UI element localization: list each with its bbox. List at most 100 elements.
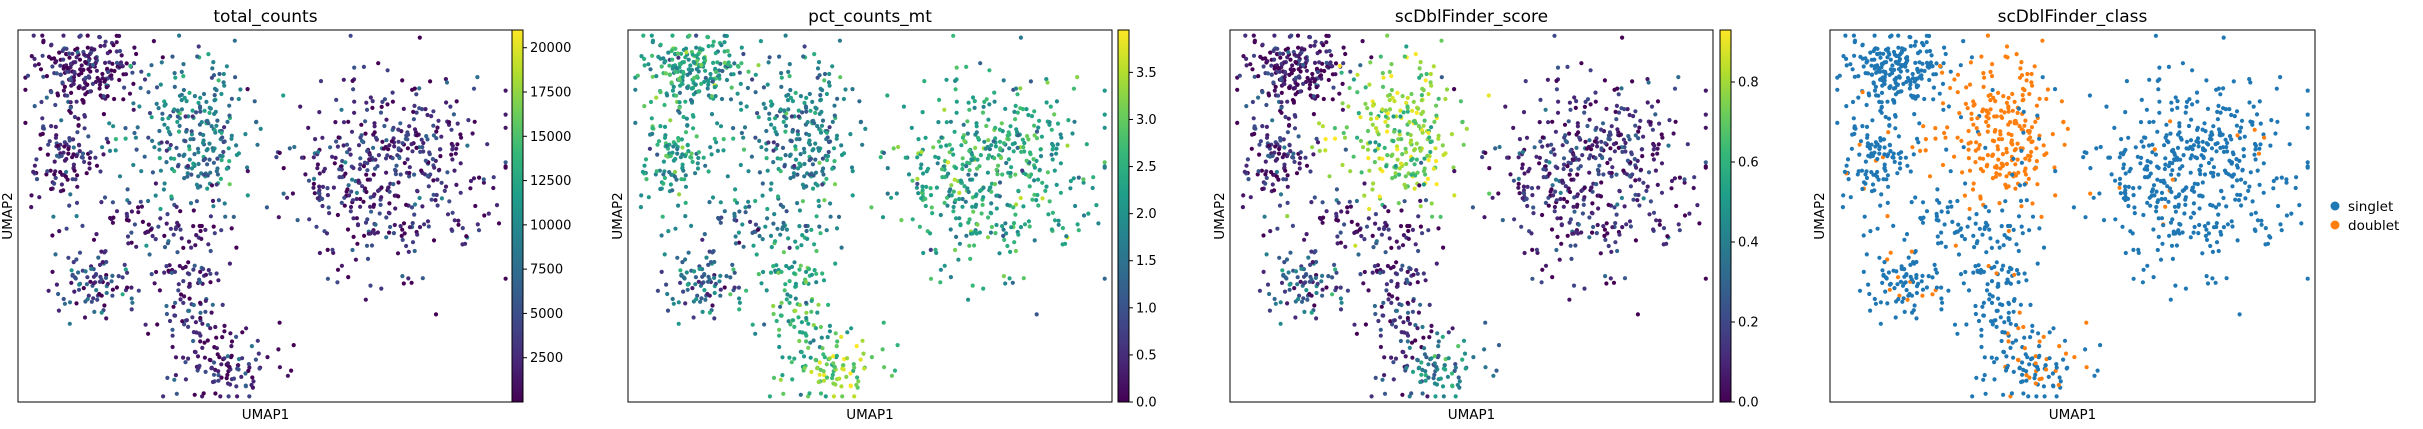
data-point [1307,291,1312,297]
data-point [1287,85,1292,91]
data-point [225,381,231,386]
data-point [849,326,854,331]
data-point [1996,90,2001,95]
data-point [54,71,59,76]
data-point [938,144,943,149]
data-point [130,300,135,305]
data-point [1060,226,1065,231]
data-point [1365,128,1371,134]
data-point [1378,54,1383,59]
data-point [1326,274,1331,279]
data-point [689,155,694,160]
data-point [189,166,195,171]
data-point [1860,186,1865,192]
data-point [934,185,940,190]
data-point [1076,175,1081,180]
data-point [2062,142,2067,147]
data-point [109,76,114,81]
data-point [146,331,151,336]
data-point [1016,188,1021,193]
data-point [685,85,690,91]
data-point [818,231,823,236]
data-point [452,168,457,173]
data-point [787,245,792,250]
data-point [700,237,705,242]
data-point [1329,53,1334,58]
data-point [732,214,737,219]
data-point [1567,131,1572,136]
data-point [1886,184,1891,189]
data-point [177,153,182,158]
data-point [1295,282,1300,287]
data-point [1654,218,1659,223]
data-point [1646,80,1651,85]
data-point [393,172,398,177]
data-point [123,267,128,272]
data-point [793,308,798,313]
data-point [1590,201,1595,206]
data-point [778,156,783,161]
data-point [1312,195,1317,200]
data-point [2061,119,2066,124]
data-point [352,99,357,104]
data-point [772,212,777,217]
data-point [813,357,818,362]
data-point [1338,240,1343,245]
data-point [975,135,981,140]
data-point [802,365,807,370]
data-point [737,70,742,75]
data-point [1873,84,1878,89]
colorbar-tick-label: 7500 [530,263,563,278]
data-point [1430,214,1435,219]
data-point [1534,154,1539,159]
data-point [1431,376,1436,381]
data-point [447,199,452,204]
data-point [936,155,941,160]
data-point [503,125,508,130]
data-point [179,69,184,74]
data-point [1573,105,1578,110]
data-point [419,107,425,112]
data-point [1527,166,1532,171]
data-point [1440,143,1445,148]
data-point [1910,145,1915,150]
data-point [1517,191,1522,196]
data-point [341,77,346,82]
data-point [61,57,66,62]
data-point [1547,160,1552,165]
data-point [1354,331,1359,336]
data-point [214,271,219,276]
data-point [818,324,824,330]
data-point [951,152,956,157]
data-point [1000,224,1005,229]
data-point [29,205,34,210]
data-point [75,50,80,55]
data-point [1338,307,1344,312]
data-point [1614,212,1619,217]
data-point [1872,66,1877,71]
data-point [229,96,234,101]
data-point [1312,79,1317,84]
data-point [1278,55,1283,60]
data-point [99,200,104,205]
data-point [114,285,119,290]
data-point [949,183,954,188]
data-point [204,119,209,124]
data-point [1568,243,1573,248]
data-point [970,95,976,100]
data-point [915,181,920,186]
data-point [670,296,675,302]
data-point [1403,354,1408,359]
data-point [371,145,376,150]
data-point [434,129,439,134]
data-point [1081,213,1087,218]
y-axis-label: UMAP2 [0,192,16,240]
data-point [1401,350,1406,355]
data-point [110,220,115,225]
panel-2: pct_counts_mtUMAP1UMAP20.00.51.01.52.02.… [610,7,1157,423]
data-point [792,356,797,361]
data-point [638,205,644,210]
data-point [60,80,65,85]
data-point [813,170,819,175]
data-point [1687,211,1692,216]
